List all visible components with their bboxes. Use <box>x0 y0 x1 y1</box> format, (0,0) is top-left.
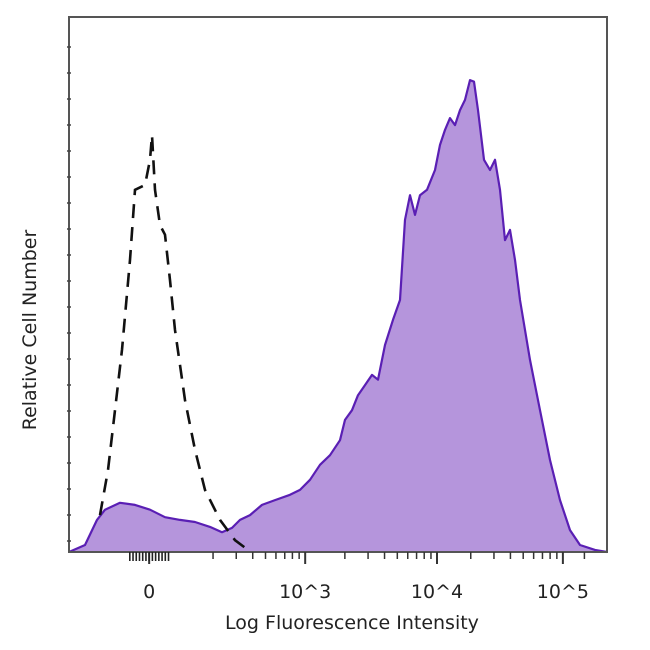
x-tick-label: 10^5 <box>537 581 589 603</box>
x-tick-label: 0 <box>143 581 155 603</box>
stained-histogram-fill <box>69 80 607 552</box>
x-tick-label: 10^4 <box>411 581 463 603</box>
plot-frame <box>68 16 608 553</box>
x-tick-label: 10^3 <box>279 581 331 603</box>
stained-histogram-line <box>68 78 608 554</box>
y-axis-title: Relative Cell Number <box>19 230 41 431</box>
x-axis-title: Log Fluorescence Intensity <box>225 612 479 634</box>
control-histogram-dashed-line <box>98 135 249 551</box>
